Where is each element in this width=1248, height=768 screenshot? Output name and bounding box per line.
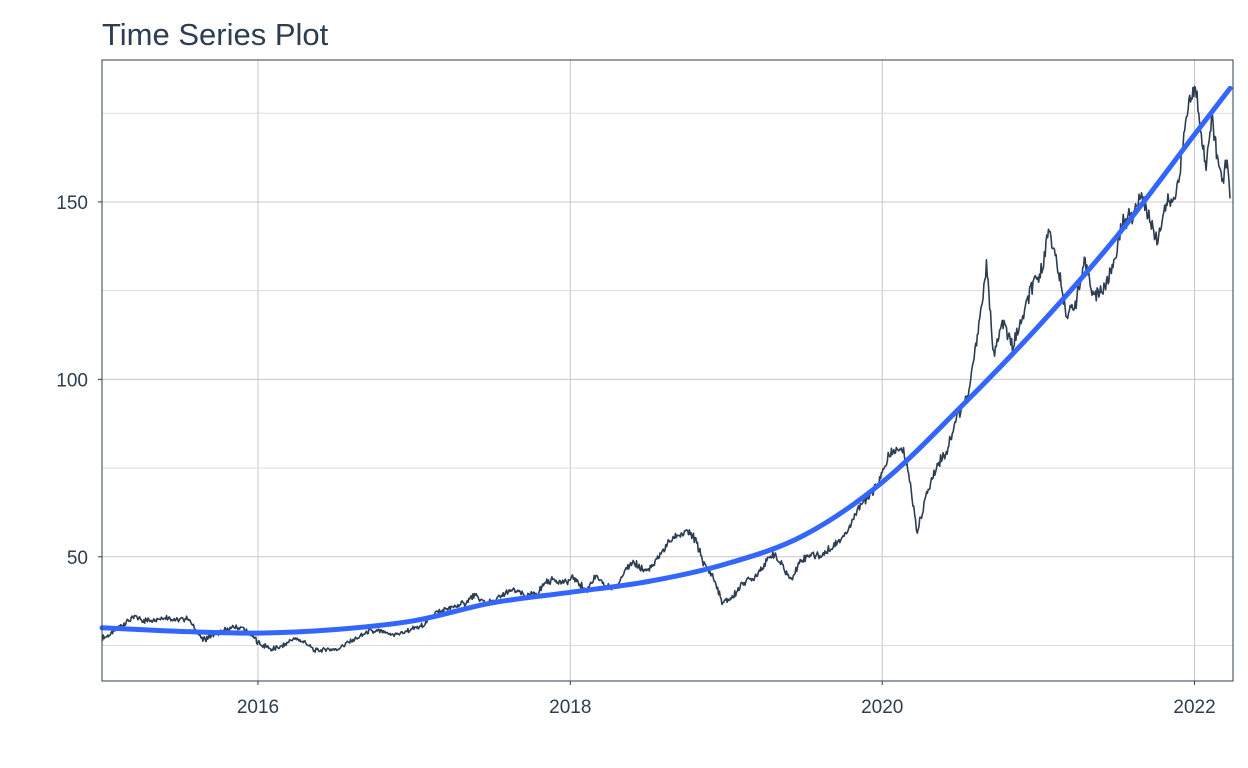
x-tick-label: 2016 [237,697,279,718]
observed-series-line [101,85,1231,653]
x-tick-label: 2022 [1173,697,1215,718]
x-tick-label: 2020 [861,697,903,718]
y-tick-label: 100 [56,370,88,391]
series-layer [99,85,1233,653]
chart-title: Time Series Plot [102,17,329,52]
y-tick-label: 150 [56,193,88,214]
grid [102,60,1233,681]
y-axis: 50 100 150 [56,193,102,569]
x-axis: 2016 2018 2020 2022 [237,681,1216,718]
x-tick-label: 2018 [549,697,591,718]
y-tick-label: 50 [67,548,88,569]
panel-border [101,59,1234,682]
smoothed-trend-line [99,85,1233,636]
